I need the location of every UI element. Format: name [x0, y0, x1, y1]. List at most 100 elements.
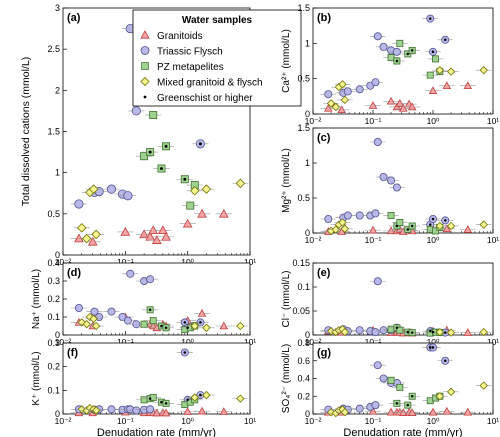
marker-greenschist: [160, 167, 163, 171]
marker-triassic-flysch: [123, 316, 132, 325]
marker-mixed-granitoid-flysch: [190, 321, 199, 331]
marker-pz-metapelites: [149, 111, 158, 120]
plot-frame: [62, 342, 251, 415]
marker-granitoids: [148, 225, 159, 235]
marker-pz-metapelites: [149, 393, 157, 401]
marker-mixed-granitoid-flysch: [479, 327, 488, 337]
marker-granitoids: [428, 407, 438, 416]
marker-granitoids: [368, 406, 378, 415]
marker-pz-metapelites: [387, 54, 395, 61]
marker-granitoids: [324, 103, 333, 112]
marker-mixed-granitoid-flysch: [446, 328, 456, 337]
x-tick-label: 10⁰: [427, 337, 440, 347]
chart-panel-b: 0 0.5 1 1.5 10⁻² 10⁻¹ 10⁰ 10¹ Ca²⁺ (mmol/L) (b): [281, 3, 499, 126]
x-tick-label: 10⁻²: [305, 235, 322, 245]
marker-mixed-granitoid-flysch: [235, 178, 246, 189]
marker-granitoids: [151, 235, 162, 244]
marker-mixed-granitoid-flysch: [435, 66, 445, 75]
panel-label: (f): [67, 347, 78, 359]
marker-triassic-flysch: [90, 307, 99, 316]
marker-mixed-granitoid-flysch: [91, 321, 101, 331]
y-tick-label: 0.1: [47, 312, 60, 322]
y-tick-label: 0.8: [297, 338, 310, 348]
marker-pz-metapelites: [396, 219, 404, 226]
marker-mixed-granitoid-flysch: [446, 67, 456, 76]
x-tick-label: 10¹: [487, 235, 499, 245]
marker-mixed-granitoid-flysch: [91, 229, 101, 240]
legend-entry: Mixed granitoid & flysch: [157, 78, 263, 89]
marker-greenschist: [395, 59, 399, 63]
marker-granitoids: [463, 225, 473, 233]
marker-mixed-granitoid-flysch: [91, 406, 101, 415]
marker-granitoids: [368, 101, 378, 109]
marker-triassic-flysch: [373, 277, 382, 286]
marker-mixed-granitoid-flysch: [81, 233, 92, 244]
x-tick-label: 10⁻²: [55, 416, 72, 426]
marker-greenschist: [160, 324, 163, 328]
marker-greenschist: [443, 331, 447, 334]
marker-granitoids: [428, 86, 438, 94]
y-tick-label: 2.5: [47, 44, 60, 54]
marker-granitoids: [219, 407, 229, 415]
marker-mixed-granitoid-flysch: [338, 218, 347, 227]
y-tick-label: 1.5: [47, 127, 60, 137]
marker-pz-metapelites: [140, 320, 148, 328]
marker-granitoids: [442, 224, 452, 233]
marker-mixed-granitoid-flysch: [331, 102, 340, 112]
marker-granitoids: [386, 96, 396, 105]
legend-entry: Granitoids: [157, 31, 203, 42]
marker-mixed-granitoid-flysch: [88, 184, 99, 194]
marker-granitoids: [442, 406, 452, 415]
marker-pz-metapelites: [149, 317, 157, 325]
marker-greenschist: [199, 321, 202, 324]
marker-granitoids: [197, 208, 207, 218]
marker-greenschist: [406, 330, 410, 334]
marker-greenschist: [160, 400, 163, 404]
marker-mixed-granitoid-flysch: [435, 392, 445, 401]
x-tick-label: 10¹: [487, 116, 499, 126]
y-tick-label: 0.05: [292, 306, 310, 316]
marker-granitoids: [218, 208, 229, 218]
x-tick-label: 10⁰: [427, 235, 440, 245]
marker-triassic-flysch: [146, 275, 155, 284]
marker-mixed-granitoid-flysch: [77, 318, 86, 327]
marker-pz-metapelites: [396, 326, 404, 334]
y-tick-label: 0: [55, 330, 60, 340]
y-tick-label: 1.5: [297, 123, 310, 133]
x-axis-label: Denudation rate (mm/yr): [343, 427, 462, 437]
y-tick-label: 1: [55, 168, 60, 178]
marker-triassic-flysch: [371, 328, 380, 337]
marker-mixed-granitoid-flysch: [340, 95, 350, 105]
y-tick-label: 1.5: [297, 3, 310, 13]
marker-granitoids: [87, 236, 98, 246]
legend-entry: PZ metapelites: [157, 62, 224, 73]
marker-greenschist: [410, 224, 414, 228]
marker-greenschist: [199, 393, 202, 397]
marker-greenschist: [431, 330, 435, 334]
marker-mixed-granitoid-flysch: [340, 224, 350, 233]
y-axis-label: K⁺ (mmol/L): [31, 351, 42, 405]
x-tick-label: 10⁰: [427, 416, 440, 426]
marker-greenschist: [410, 331, 414, 334]
marker-mixed-granitoid-flysch: [479, 381, 488, 390]
marker-mixed-granitoid-flysch: [76, 223, 87, 233]
marker-greenschist: [164, 326, 168, 330]
y-tick-label: 0: [55, 250, 60, 260]
legend-entry: Greenschist or higher: [157, 93, 253, 104]
marker-greenschist: [431, 346, 435, 349]
y-tick-label: 3: [55, 3, 60, 13]
x-tick-label: 10¹: [487, 416, 499, 426]
x-tick-label: 10⁻¹: [117, 257, 134, 267]
marker-triassic-flysch: [355, 404, 364, 413]
x-tick-label: 10⁻¹: [365, 416, 382, 426]
marker-mixed-granitoid-flysch: [140, 76, 150, 87]
y-tick-label: 0.2: [47, 362, 60, 372]
x-tick-label: 10⁻²: [55, 257, 72, 267]
marker-triassic-flysch: [392, 47, 401, 56]
marker-greenschist: [148, 150, 152, 154]
y-tick-label: 1: [305, 158, 310, 168]
marker-triassic-flysch: [343, 87, 352, 96]
x-tick-label: 10⁻¹: [365, 235, 382, 245]
marker-greenschist: [183, 351, 187, 354]
